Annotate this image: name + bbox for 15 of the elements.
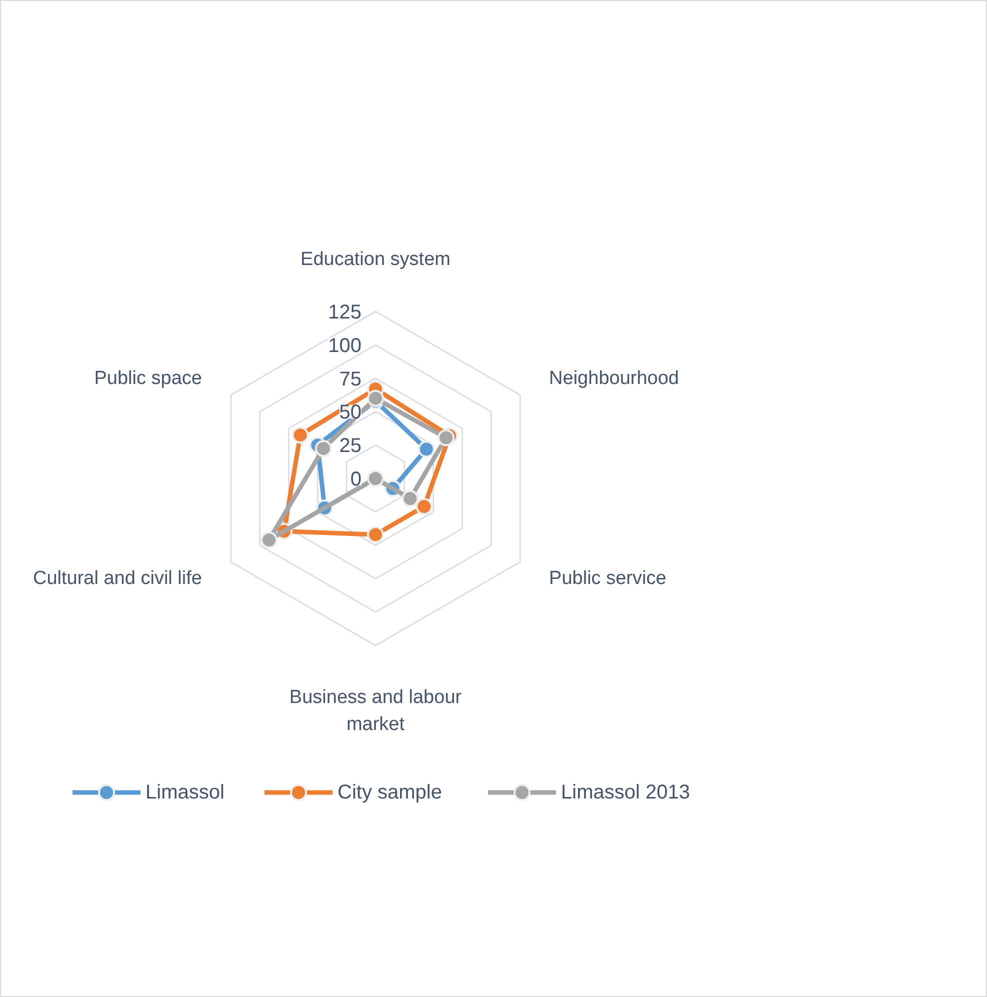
spoke-label: Public service xyxy=(549,568,666,590)
spoke-label: Education system xyxy=(300,249,450,270)
spoke-label: Public space xyxy=(94,368,202,389)
y-tick-label: 25 xyxy=(339,435,362,458)
legend-label: City sample xyxy=(338,782,442,804)
spoke-label: Neighbourhood xyxy=(549,368,680,389)
spoke-label: Business and labour market xyxy=(289,686,462,736)
legend-label: Limassol 2013 xyxy=(561,782,690,804)
y-tick-label: 125 xyxy=(328,302,362,324)
legend-label: Limassol xyxy=(146,782,224,804)
y-tick-label: 0 xyxy=(350,468,362,490)
y-tick-label: 100 xyxy=(328,334,362,357)
y-tick-label: 75 xyxy=(339,368,362,390)
y-tick-label: 50 xyxy=(339,402,362,424)
spoke-label: Cultural and civil life xyxy=(32,568,202,590)
